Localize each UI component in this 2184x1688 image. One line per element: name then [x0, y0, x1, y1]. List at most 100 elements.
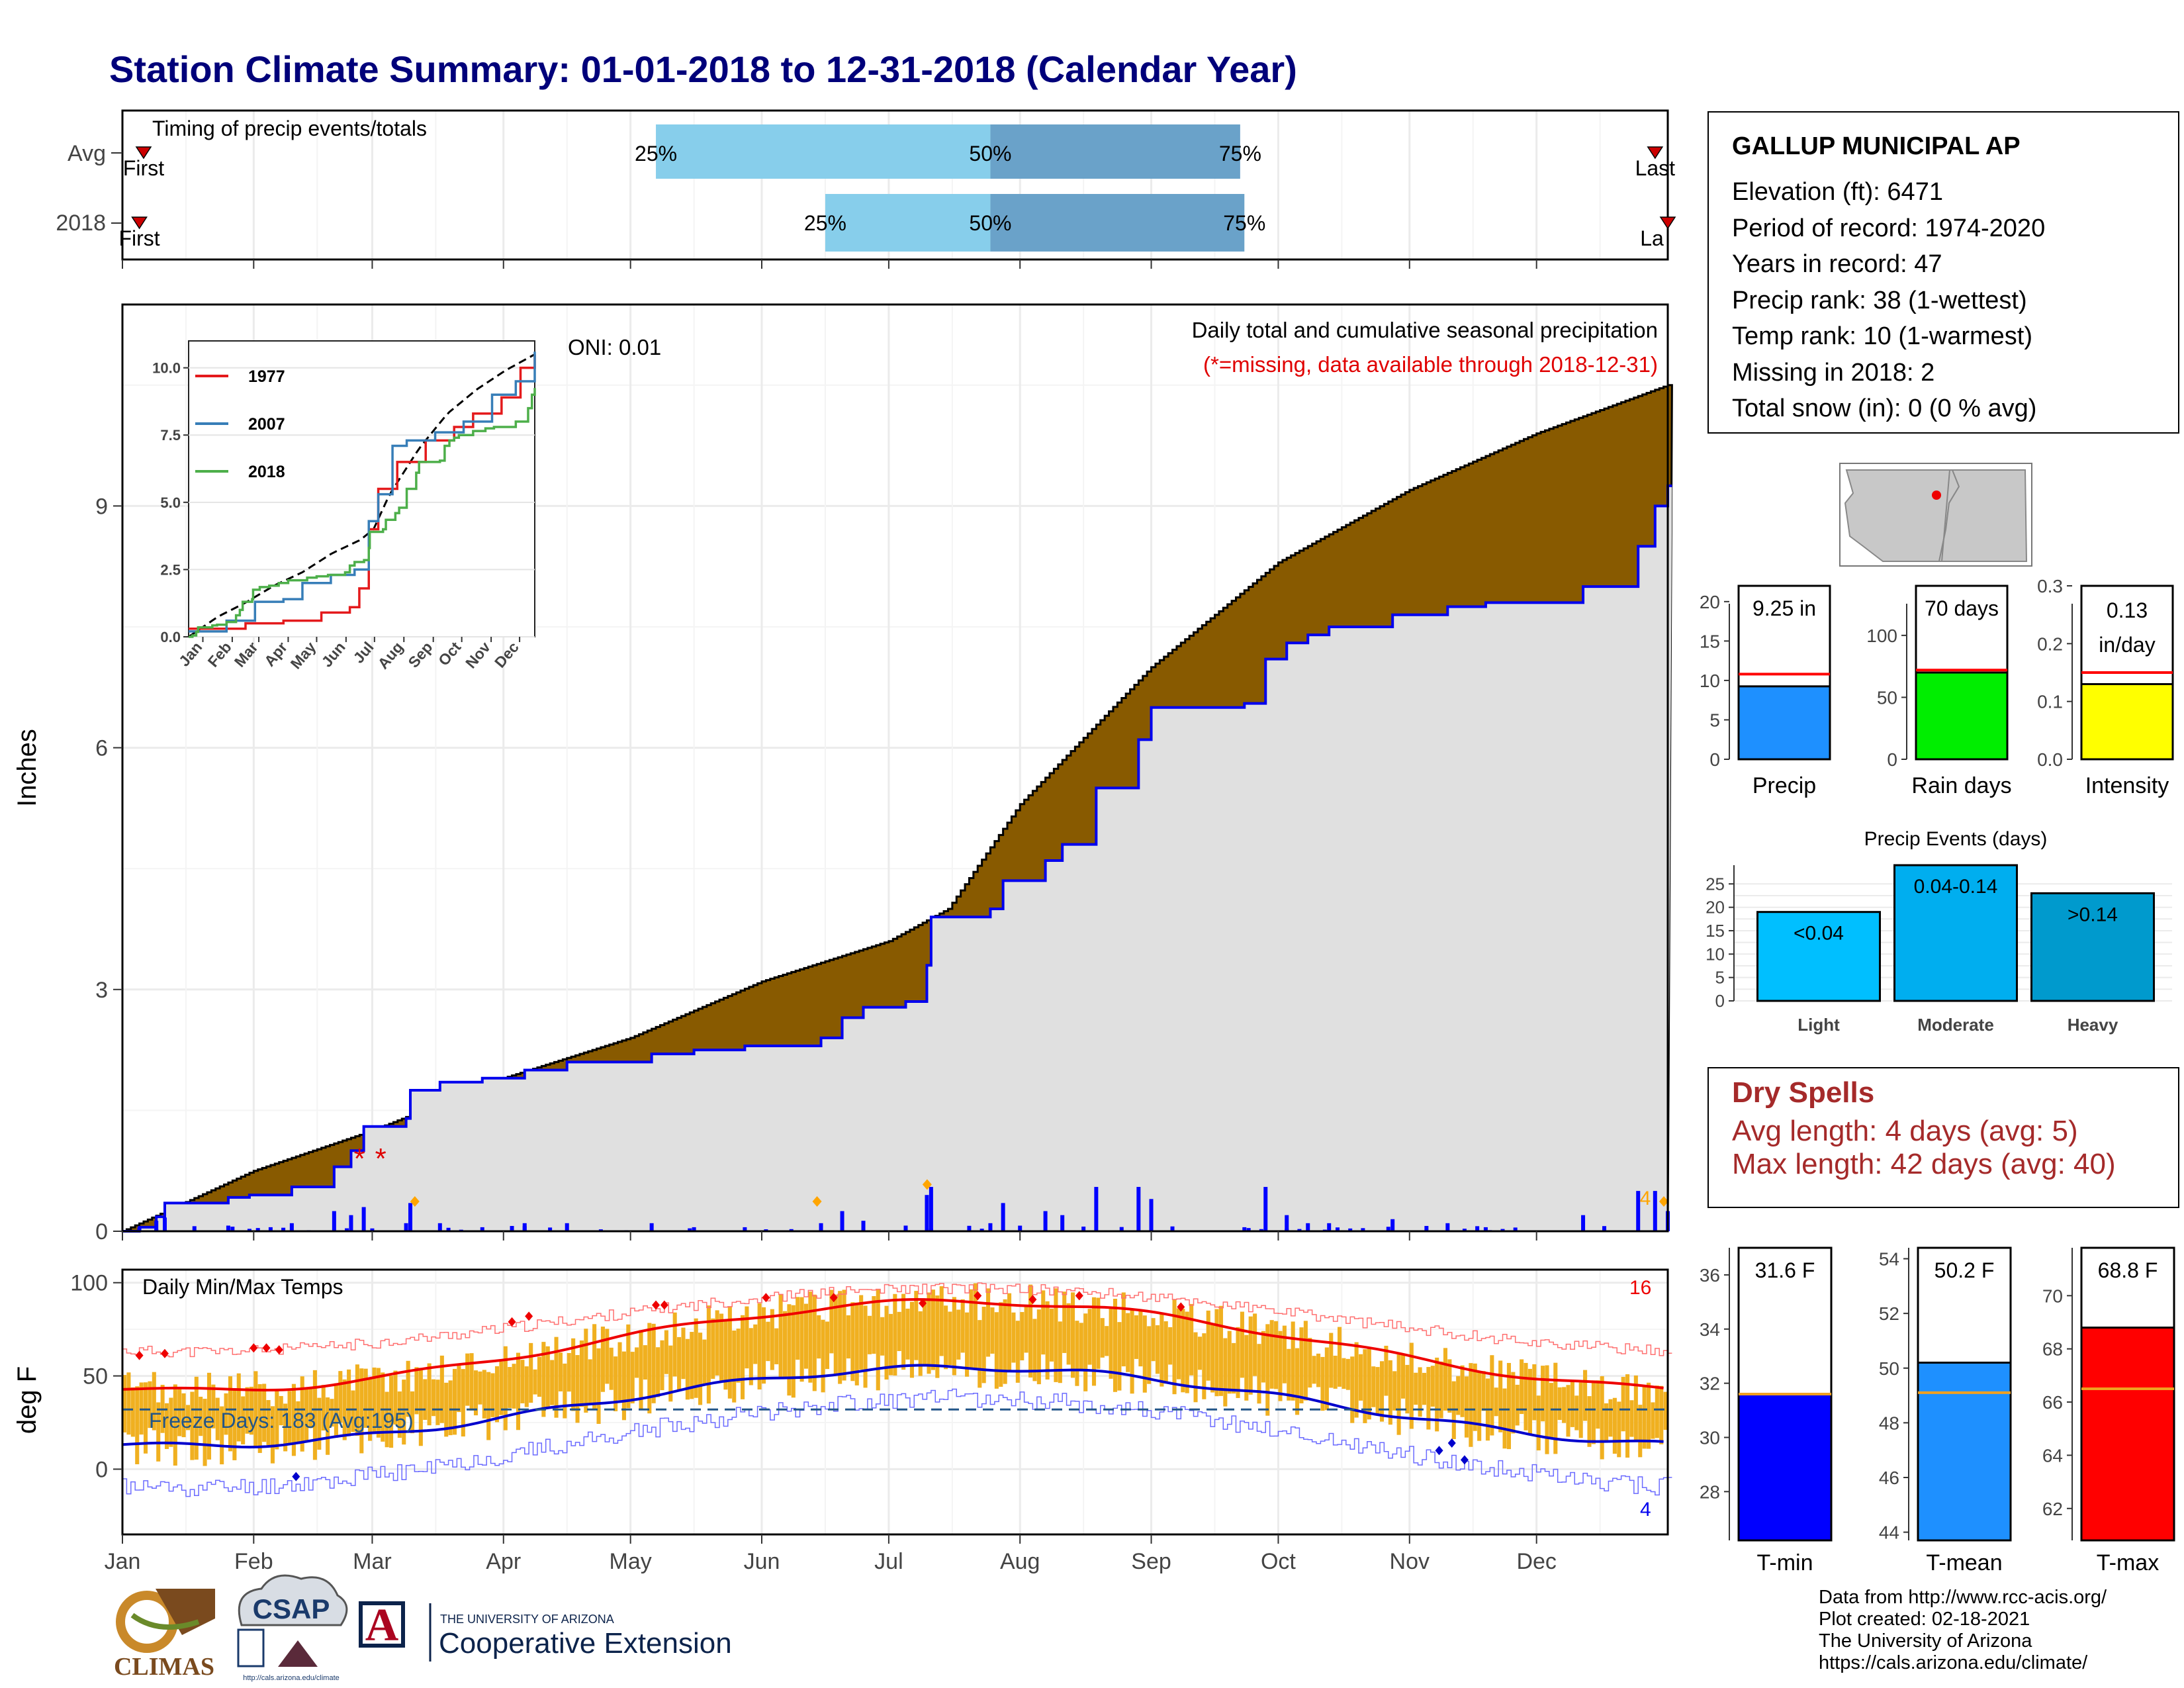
daily-temp-bar	[986, 1288, 991, 1357]
events-ytick-label: 20	[1706, 898, 1725, 917]
daily-temp-bar	[723, 1321, 728, 1390]
daily-precip-bar	[281, 1227, 286, 1231]
daily-temp-bar	[1299, 1327, 1304, 1403]
inset-ytick-label: 7.5	[160, 427, 181, 444]
tsum-ytick-label: 34	[1700, 1319, 1720, 1340]
daily-temp-bar	[1439, 1361, 1443, 1419]
daily-temp-bar	[241, 1396, 246, 1444]
daily-temp-bar	[1126, 1313, 1130, 1372]
daily-temp-bar	[448, 1380, 453, 1436]
daily-temp-bar	[1176, 1308, 1181, 1380]
daily-temp-bar	[863, 1305, 868, 1388]
daily-temp-bar	[1532, 1364, 1537, 1421]
daily-temp-bar	[952, 1297, 956, 1376]
daily-temp-bar	[1218, 1305, 1223, 1396]
daily-temp-bar	[402, 1380, 406, 1445]
daily-precip-bar	[819, 1223, 823, 1231]
daily-temp-bar	[308, 1386, 313, 1429]
daily-temp-bar	[203, 1399, 207, 1466]
daily-temp-bar	[694, 1318, 698, 1398]
daily-temp-bar	[854, 1302, 859, 1385]
daily-temp-bar	[1032, 1319, 1037, 1382]
daily-temp-bar	[1549, 1383, 1553, 1439]
inset-ytick-label: 2.5	[160, 561, 181, 578]
daily-temp-bar	[439, 1355, 444, 1423]
daily-precip-bar	[522, 1226, 527, 1231]
daily-temp-bar	[621, 1351, 626, 1421]
daily-precip-bar	[1581, 1215, 1586, 1231]
inset-legend-label: 2007	[248, 415, 285, 434]
daily-temp-bar	[803, 1303, 809, 1369]
temp-panel-title: Daily Min/Max Temps	[142, 1275, 343, 1299]
daily-temp-bar	[1430, 1366, 1435, 1407]
daily-temp-bar	[897, 1311, 901, 1352]
daily-precip-bar	[1246, 1228, 1251, 1231]
daily-precip-bar	[345, 1228, 349, 1231]
daily-temp-bar	[1642, 1386, 1647, 1449]
daily-temp-bar	[778, 1294, 783, 1377]
daily-temp-bar	[1303, 1321, 1308, 1401]
daily-temp-bar	[482, 1370, 486, 1419]
daily-temp-bar	[1028, 1284, 1033, 1378]
missing-data-mark: *	[375, 1143, 387, 1175]
daily-temp-bar	[782, 1311, 788, 1379]
csap-logo-text: CSAP	[253, 1593, 330, 1624]
month-label: Sep	[1131, 1549, 1171, 1574]
daily-temp-bar	[372, 1367, 377, 1434]
daily-precip-bar	[1285, 1229, 1289, 1231]
record-low-diamond	[1435, 1446, 1443, 1456]
daily-precip-bar	[979, 1229, 984, 1231]
daily-temp-bar	[588, 1359, 592, 1405]
daily-temp-bar	[1371, 1366, 1376, 1407]
daily-temp-bar	[1596, 1380, 1600, 1429]
daily-temp-bar	[1490, 1355, 1494, 1436]
daily-precip-bar	[1462, 1229, 1467, 1231]
summary-ytick-label: 0.0	[2037, 749, 2063, 770]
tsum-ytick-label: 28	[1700, 1481, 1720, 1502]
daily-temp-bar	[363, 1368, 368, 1428]
daily-temp-bar	[635, 1347, 639, 1378]
daily-precip-bar	[1094, 1187, 1099, 1231]
month-label: Apr	[486, 1549, 521, 1574]
precip-ytick-label: 3	[95, 978, 108, 1003]
daily-temp-bar	[516, 1352, 521, 1430]
daily-temp-bar	[1494, 1387, 1498, 1417]
daily-precip-bar	[1602, 1226, 1607, 1231]
summary-bar-category-label: Precip	[1752, 773, 1816, 798]
daily-temp-bar	[304, 1388, 309, 1442]
oni-label: ONI: 0.01	[568, 335, 661, 359]
daily-temp-bar	[1113, 1299, 1118, 1392]
daily-temp-bar	[1566, 1385, 1570, 1437]
daily-temp-bar	[414, 1367, 419, 1415]
daily-temp-bar	[1142, 1315, 1147, 1393]
daily-temp-bar	[326, 1397, 330, 1455]
daily-temp-bar	[423, 1379, 428, 1420]
daily-temp-bar	[706, 1305, 711, 1404]
daily-precip-bar	[692, 1227, 696, 1231]
timing-bar-q50-q75	[990, 194, 1245, 252]
temp-panel: 0 50 100 deg F Daily Min/Max Temps Freeze …	[13, 1268, 1672, 1574]
daily-temp-bar	[749, 1328, 753, 1385]
tsum-ytick-label: 54	[1879, 1249, 1899, 1270]
tsum-ytick-label: 68	[2042, 1339, 2063, 1360]
daily-temp-bar	[567, 1352, 571, 1392]
daily-precip-bar	[903, 1229, 908, 1231]
daily-temp-bar	[1130, 1310, 1134, 1394]
daily-temp-bar	[956, 1309, 961, 1360]
tsum-ytick-label: 44	[1879, 1523, 1899, 1543]
record-low-line	[122, 1388, 1672, 1497]
daily-temp-bar	[1232, 1342, 1236, 1394]
summary-ytick-label: 0	[1709, 749, 1720, 770]
daily-temp-bar	[1041, 1290, 1046, 1355]
daily-temp-bar	[291, 1383, 296, 1456]
daily-temp-bar	[253, 1371, 258, 1447]
daily-temp-bar	[918, 1311, 923, 1376]
daily-precip-bar	[1475, 1226, 1480, 1231]
daily-temp-bar	[1083, 1313, 1088, 1391]
daily-record-diamond	[922, 1179, 932, 1190]
daily-temp-bar	[939, 1286, 944, 1356]
daily-temp-bar	[541, 1342, 546, 1417]
daily-temp-bar	[1091, 1297, 1097, 1386]
precip-ytick-label: 6	[95, 736, 108, 761]
inset-series-line-1977	[189, 354, 536, 630]
